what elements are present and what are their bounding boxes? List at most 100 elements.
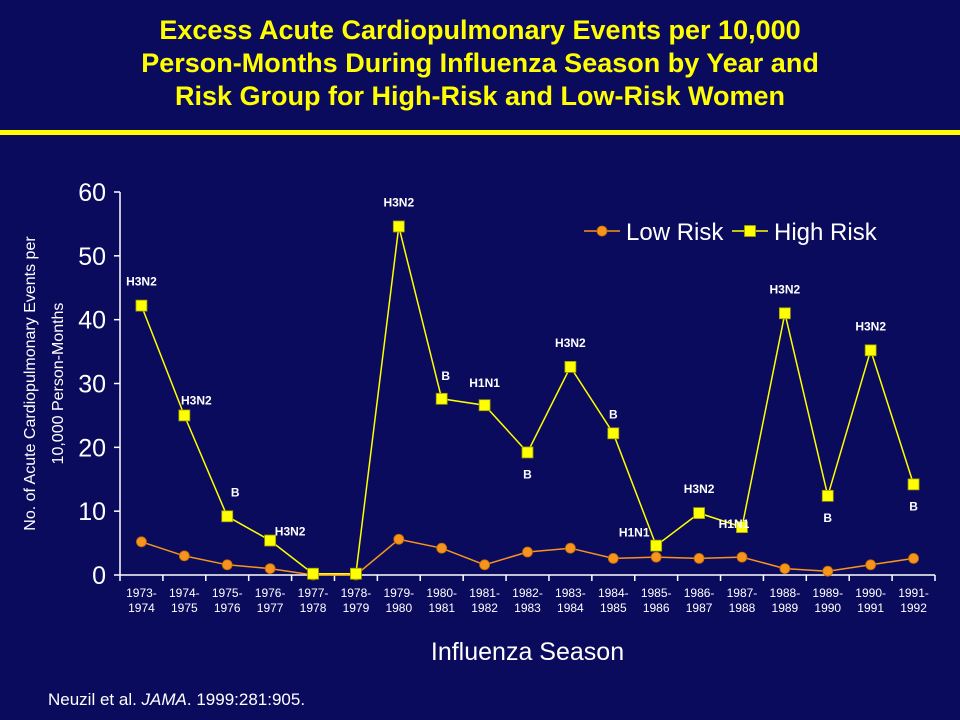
y-axis-title-line-1: No. of Acute Cardiopulmonary Events per [22, 236, 39, 531]
x-axis-title: Influenza Season [431, 638, 624, 666]
x-tick-label: 1990 [814, 601, 841, 615]
high-risk-point [135, 299, 148, 312]
y-tick-label: 0 [92, 562, 106, 590]
low-risk-point [607, 553, 619, 564]
x-tick-label: 1989 [772, 601, 799, 615]
x-tick-label: 1991- [898, 586, 929, 600]
x-tick-label: 1978- [341, 586, 372, 600]
citation-journal: JAMA [141, 690, 187, 709]
x-tick-label: 1991 [857, 601, 884, 615]
strain-label: H1N1 [719, 517, 750, 531]
low-risk-point [650, 551, 662, 563]
strain-label: B [909, 499, 918, 513]
strain-label: H3N2 [181, 393, 212, 407]
x-tick-label: 1980- [426, 586, 457, 600]
low-risk-point [522, 546, 533, 558]
low-risk-point [822, 565, 834, 577]
strain-label: H3N2 [383, 195, 414, 209]
strain-label: B [441, 369, 450, 383]
x-tick-label: 1978 [300, 601, 327, 615]
title-line-3: Risk Group for High-Risk and Low-Risk Wo… [174, 81, 786, 111]
x-tick-label: 1973- [126, 586, 157, 600]
strain-label: H3N2 [855, 319, 886, 333]
high-risk-point [435, 392, 448, 405]
x-tick-label: 1986- [684, 586, 715, 600]
x-tick-label: 1974 [128, 601, 155, 615]
strain-label: H3N2 [770, 282, 801, 296]
y-tick-label: 40 [78, 307, 106, 335]
strain-label: B [231, 485, 240, 499]
x-tick-label: 1986 [643, 601, 670, 615]
y-tick-label: 50 [78, 243, 106, 271]
high-risk-series-line [140, 226, 915, 575]
high-risk-point [178, 409, 191, 422]
title-line-1: Excess Acute Cardiopulmonary Events per … [159, 15, 801, 45]
x-tick-label: 1985- [641, 586, 672, 600]
high-risk-point [693, 507, 705, 519]
low-risk-point [779, 563, 791, 575]
low-risk-point [564, 542, 576, 554]
low-risk-point [264, 563, 276, 575]
x-tick-label: 1987- [727, 586, 758, 600]
low-risk-point [908, 553, 919, 564]
x-tick-label: 1988- [770, 586, 801, 600]
high-risk-legend-label: High Risk [774, 219, 878, 246]
x-tick-label: 1990- [855, 586, 886, 600]
x-tick-label: 1984- [598, 586, 629, 600]
low-risk-point [736, 551, 748, 563]
x-tick-label: 1976 [214, 601, 241, 615]
high-risk-point [778, 307, 791, 320]
strain-label: H1N1 [619, 526, 650, 540]
x-tick-label: 1977- [298, 586, 329, 600]
y-tick-label: 10 [78, 498, 106, 526]
strain-label: B [609, 407, 618, 421]
strain-label: H1N1 [469, 376, 500, 390]
high-risk-point [307, 567, 319, 580]
high-risk-point [607, 427, 620, 440]
x-tick-label: 1979 [343, 601, 370, 615]
citation-authors: Neuzil et al. [48, 690, 142, 709]
high-risk-point [821, 489, 834, 502]
low-risk-point [436, 542, 448, 554]
x-tick-label: 1992 [900, 601, 927, 615]
low-risk-legend-marker [596, 225, 608, 237]
x-tick-label: 1988 [729, 601, 756, 615]
strain-label: H3N2 [126, 275, 157, 289]
high-risk-point [864, 344, 877, 357]
high-risk-point [736, 521, 748, 534]
low-risk-point [479, 559, 491, 571]
strain-label: H3N2 [684, 482, 715, 496]
strain-annotations: H3N2 H3N2 B H3N2 H3N2 B H1N1 B H3N2 B H1N1 H3N2 H1N1… [126, 195, 918, 539]
x-tick-label: 1983- [555, 586, 586, 600]
high-risk-point [221, 510, 234, 523]
y-tick-label: 60 [78, 179, 106, 207]
low-risk-point [865, 559, 877, 571]
title-divider [0, 130, 960, 135]
citation-ref: . 1999:281:905. [186, 690, 306, 709]
x-tick-label: 1979- [383, 586, 414, 600]
x-tick-label: 1983 [514, 601, 541, 615]
low-risk-point [693, 553, 705, 564]
title-line-2: Person-Months During Influenza Season by… [141, 48, 819, 78]
x-tick-label: 1982 [471, 601, 498, 615]
high-risk-point [907, 478, 920, 491]
x-tick-label: 1976- [255, 586, 286, 600]
x-tick-label: 1984 [557, 601, 584, 615]
chart-legend: Low Risk High Risk [584, 219, 878, 246]
x-tick-label: 1985 [600, 601, 627, 615]
x-tick-label: 1981 [428, 601, 455, 615]
strain-label: H3N2 [275, 525, 306, 539]
chart-axes: 01020304050601973-19741974-19751975-1976… [22, 179, 936, 666]
high-risk-point [564, 361, 577, 373]
citation: Neuzil et al. JAMA. 1999:281:905. [48, 690, 305, 710]
x-tick-label: 1977 [257, 601, 284, 615]
x-tick-label: 1989- [812, 586, 843, 600]
y-tick-label: 30 [78, 371, 106, 399]
series-lines [140, 226, 915, 576]
low-risk-legend-label: Low Risk [626, 219, 724, 246]
series-markers [135, 220, 920, 581]
low-risk-point [136, 536, 147, 548]
high-risk-point [478, 399, 491, 412]
